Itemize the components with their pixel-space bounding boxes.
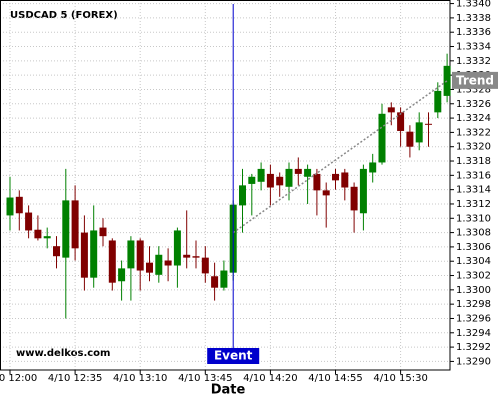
candle-body — [43, 236, 51, 239]
y-tick-label: 1.3314 — [456, 185, 491, 196]
candle-body — [257, 168, 265, 182]
candle-body — [406, 131, 414, 147]
candle-body — [62, 200, 70, 258]
y-tick-label: 1.3338 — [456, 13, 491, 24]
y-tick-label: 1.3308 — [456, 228, 491, 239]
candle-body — [332, 173, 339, 181]
y-tick-label: 1.3316 — [456, 170, 491, 181]
y-tick-label: 1.3326 — [456, 99, 491, 110]
candle-body — [127, 240, 135, 269]
candle-body — [350, 186, 358, 211]
y-tick-label: 1.3292 — [456, 342, 491, 353]
x-tick-label: 4/10 12:35 — [48, 373, 102, 384]
candle-body — [359, 168, 367, 214]
y-tick-label: 1.3310 — [456, 213, 491, 224]
candle-body — [276, 176, 284, 186]
candle-body — [80, 232, 88, 278]
x-tick-label: 4/10 13:45 — [178, 373, 232, 384]
candle-body — [285, 168, 293, 187]
event-label-box — [207, 348, 260, 364]
candle-body — [239, 185, 246, 206]
candle-body — [155, 254, 163, 275]
x-tick-label: 4/10 15:30 — [373, 373, 427, 384]
candle-body — [369, 162, 377, 173]
y-tick-label: 1.3322 — [456, 127, 491, 138]
x-tick-label: 4/10 13:10 — [113, 373, 167, 384]
candle-body — [415, 122, 423, 143]
x-tick-label: 4/10 14:20 — [243, 373, 297, 384]
candle-body — [192, 256, 200, 258]
candle-body — [387, 107, 395, 113]
candle-body — [6, 197, 14, 216]
y-tick-label: 1.3332 — [456, 56, 491, 67]
candle-body — [71, 200, 79, 249]
candle-body — [397, 112, 405, 131]
y-tick-label: 1.3290 — [456, 356, 491, 367]
y-tick-label: 1.3304 — [456, 256, 491, 267]
y-tick-label: 1.3300 — [456, 285, 491, 296]
candle-body — [313, 173, 321, 191]
y-tick-label: 1.3336 — [456, 27, 491, 38]
candle-body — [294, 168, 302, 174]
watermark: www.delkos.com — [16, 348, 110, 359]
y-tick-label: 1.3328 — [456, 84, 491, 95]
candle-body — [173, 230, 181, 266]
trend-label-box — [452, 71, 498, 89]
x-tick-label: 4/10 12:00 — [0, 373, 37, 384]
candle-body — [322, 190, 330, 196]
y-tick-label: 1.3294 — [456, 328, 491, 339]
candle-body — [248, 176, 256, 184]
y-tick-label: 1.3320 — [456, 142, 491, 153]
candle-body — [136, 240, 144, 271]
x-axis-label: Date — [211, 383, 246, 398]
candle-body — [99, 227, 107, 237]
candle-body — [164, 260, 172, 266]
candle-body — [341, 172, 349, 188]
y-tick-label: 1.3318 — [456, 156, 491, 167]
candle-body — [15, 196, 23, 214]
candle-body — [211, 276, 219, 288]
candle-body — [108, 240, 116, 283]
candle-body — [53, 246, 60, 257]
trend-label: Trend — [456, 73, 494, 87]
candle-body — [220, 270, 228, 288]
x-tick-label: 4/10 14:55 — [308, 373, 362, 384]
y-tick-label: 1.3306 — [456, 242, 491, 253]
candle-body — [378, 113, 386, 163]
candle-body — [146, 262, 153, 273]
candle-body — [425, 123, 432, 125]
candle-body — [25, 212, 33, 231]
plot-border — [0, 0, 451, 371]
y-tick-label: 1.3312 — [456, 199, 491, 210]
candle-body — [90, 230, 98, 278]
y-tick-label: 1.3296 — [456, 313, 491, 324]
candle-body — [201, 257, 209, 274]
y-tick-label: 1.3298 — [456, 299, 491, 310]
y-tick-label: 1.3340 — [456, 0, 491, 10]
event-label: Event — [214, 349, 253, 363]
y-tick-label: 1.3334 — [456, 42, 491, 53]
candle-body — [266, 173, 274, 188]
candle-body — [183, 254, 191, 258]
candle-body — [443, 65, 451, 96]
chart-title: USDCAD 5 (FOREX) — [10, 10, 118, 21]
candle-body — [304, 168, 312, 177]
candle-body — [434, 90, 442, 113]
y-tick-label: 1.3324 — [456, 113, 491, 124]
y-tick-label: 1.3302 — [456, 271, 491, 282]
candle-body — [34, 229, 42, 239]
candle-body — [118, 268, 126, 282]
